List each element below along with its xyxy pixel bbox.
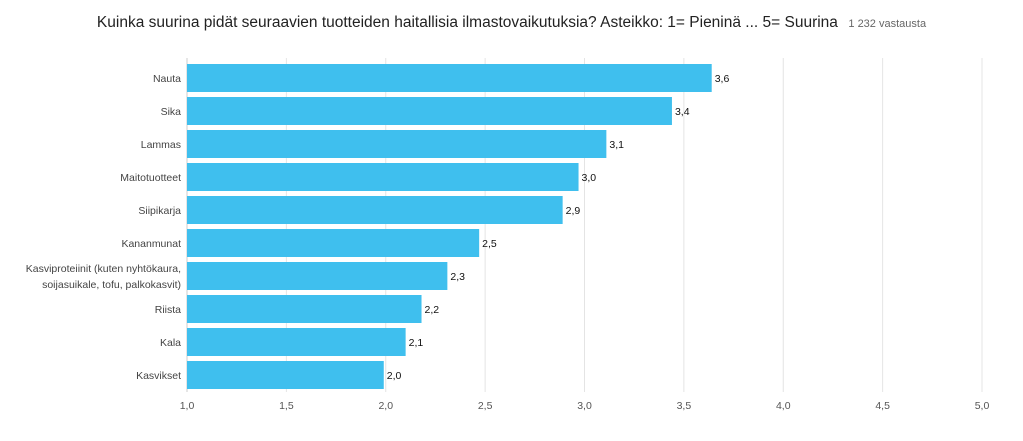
bar [187, 196, 563, 224]
category-label: Maitotuotteet [120, 172, 181, 184]
value-label: 2,9 [566, 205, 581, 217]
category-label: Kasviproteiinit (kuten nyhtökaura, [26, 263, 181, 275]
value-label: 2,0 [387, 370, 402, 382]
category-label: Kasvikset [136, 370, 181, 382]
bar [187, 262, 448, 290]
category-label: Kananmunat [121, 238, 181, 250]
bar [187, 163, 579, 191]
value-label: 3,4 [675, 106, 690, 118]
category-label: Nauta [153, 73, 181, 85]
value-label: 2,2 [425, 304, 440, 316]
value-label: 3,6 [715, 73, 730, 85]
x-tick-label: 2,5 [478, 400, 493, 412]
x-tick-label: 4,0 [776, 400, 791, 412]
bar [187, 295, 422, 323]
category-label: Sika [161, 106, 182, 118]
bar [187, 64, 712, 92]
bar [187, 97, 672, 125]
bar [187, 229, 480, 257]
x-tick-label: 4,5 [875, 400, 890, 412]
x-tick-label: 5,0 [975, 400, 990, 412]
x-tick-label: 1,0 [180, 400, 195, 412]
x-tick-label: 3,0 [577, 400, 592, 412]
bar [187, 130, 607, 158]
category-label: Kala [160, 337, 181, 349]
value-label: 2,3 [450, 271, 465, 283]
x-tick-label: 2,0 [378, 400, 393, 412]
value-label: 3,0 [582, 172, 597, 184]
x-tick-label: 3,5 [677, 400, 692, 412]
labels: 1,0 1,5 2,0 2,5 3,0 3,5 4,0 4,5 5,0 Nauta 3,6 Sika 3… [26, 73, 990, 412]
bar [187, 361, 384, 389]
chart-title: Kuinka suurina pidät seuraavien tuotteid… [96, 14, 838, 31]
category-label: Riista [155, 304, 181, 316]
response-count: 1 232 vastausta [848, 18, 927, 30]
bar [187, 328, 406, 356]
chart-header: Kuinka suurina pidät seuraavien tuotteid… [0, 14, 1023, 32]
value-label: 2,1 [409, 337, 424, 349]
category-label: Lammas [141, 139, 181, 151]
category-label: Siipikarja [138, 205, 181, 217]
x-tick-label: 1,5 [279, 400, 294, 412]
bars [187, 64, 712, 389]
value-label: 3,1 [609, 139, 624, 151]
value-label: 2,5 [482, 238, 497, 250]
category-label: soijasuikale, tofu, palkokasvit) [42, 279, 181, 291]
